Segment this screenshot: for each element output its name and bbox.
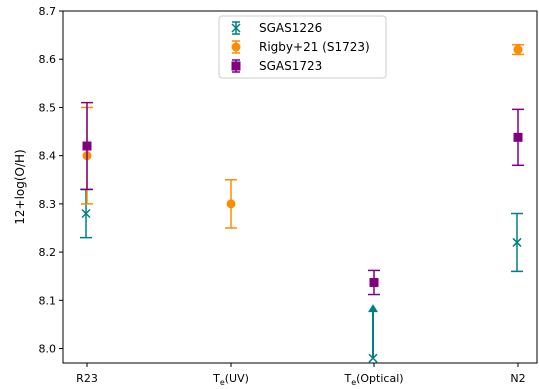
legend-marker (231, 23, 241, 33)
plot-frame (62, 10, 538, 364)
data-point (82, 141, 92, 151)
y-tick-label: 8.4 (39, 150, 57, 163)
y-tick-label: 8.7 (39, 5, 57, 18)
y-tick-label: 8.2 (39, 246, 57, 259)
x-tick-label: N2 (510, 372, 525, 385)
series-1 (80, 188, 523, 363)
y-axis: 8.0 8.1 8.2 8.3 8.4 8.5 8.6 8.7 (39, 5, 63, 356)
legend-label: SGAS1226 (259, 21, 322, 35)
series-3 (81, 101, 524, 296)
data-point (513, 132, 523, 142)
legend-box (218, 15, 387, 79)
y-axis-label: 12+log(O/H) (13, 149, 27, 225)
legend-marker (231, 42, 241, 52)
data-point (81, 208, 91, 219)
legend-label: SGAS1723 (259, 59, 322, 73)
y-tick-label: 8.5 (39, 101, 57, 114)
legend-item: Rigby+21 (S1723) (231, 40, 370, 54)
data-point (513, 45, 523, 55)
legend-item: SGAS1723 (231, 59, 322, 73)
data-point (226, 199, 236, 209)
legend-label: Rigby+21 (S1723) (259, 40, 370, 54)
y-tick-label: 8.3 (39, 198, 57, 211)
x-tick-label: Te(Optical) (343, 372, 403, 387)
y-tick-label: 8.0 (39, 343, 57, 356)
legend-marker (231, 61, 241, 71)
data-point (368, 353, 378, 363)
y-tick-label: 8.1 (39, 294, 57, 307)
x-tick-label: R23 (76, 372, 98, 385)
x-tick-label: Te(UV) (212, 372, 249, 387)
y-tick-label: 8.6 (39, 53, 57, 66)
legend: SGAS1226 Rigby+21 (S1723) SGAS1723 (218, 15, 387, 79)
data-point (369, 277, 379, 287)
data-point (512, 237, 522, 247)
legend-item: SGAS1226 (231, 21, 322, 35)
lower-limit-arrow-head (368, 304, 378, 313)
plot-content (80, 44, 524, 363)
x-axis: R23 Te(UV) Te(Optical) N2 (76, 363, 526, 387)
